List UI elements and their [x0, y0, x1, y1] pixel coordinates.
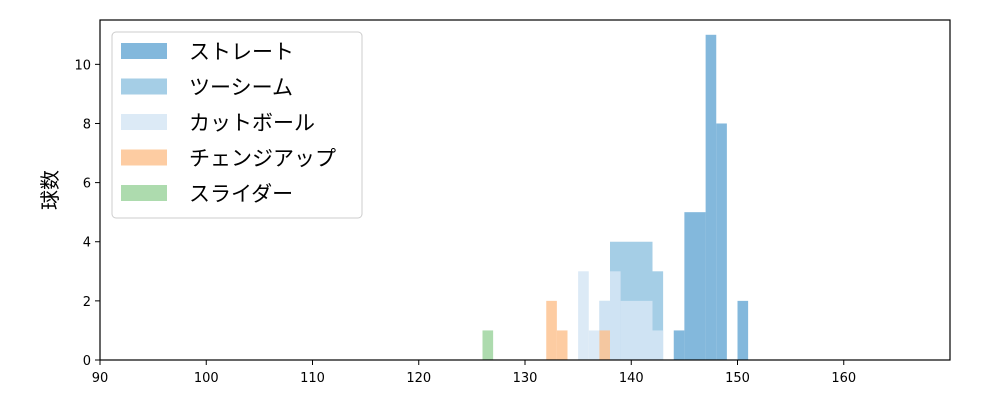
bar-series-0-bin-2 [705, 34, 717, 361]
bar-series-0-bin-4 [737, 300, 749, 360]
x-tick-label-0: 90 [92, 371, 109, 386]
x-tick-label-7: 160 [831, 371, 856, 386]
bar-series-2-bin-1 [588, 330, 600, 360]
bar-series-2-bin-3 [610, 271, 621, 360]
legend-swatch-3 [121, 149, 167, 166]
legend-swatch-0 [121, 43, 167, 59]
bar-series-2-bin-4 [620, 300, 653, 360]
bar-series-2-bin-5 [652, 330, 664, 360]
y-tick-label-0: 0 [83, 354, 91, 369]
y-tick-label-2: 4 [83, 236, 91, 251]
y-axis: 0 2 4 6 8 10 [74, 58, 100, 369]
y-tick-label-3: 6 [83, 177, 91, 192]
legend-box [111, 31, 363, 219]
x-axis: 90 100 110 120 130 140 150 160 [92, 360, 856, 386]
y-tick-label-5: 10 [74, 58, 91, 73]
bar-series-3-bin-1 [556, 330, 568, 360]
bar-series-0-bin-3 [716, 123, 727, 360]
bar-series-3-bin-0 [546, 300, 557, 360]
y-tick-label-1: 2 [83, 295, 91, 310]
x-tick-label-6: 150 [725, 371, 750, 386]
bar-series-3-bin-2 [599, 330, 610, 360]
x-tick-label-5: 140 [619, 371, 644, 386]
bar-series-2-bin-0 [578, 271, 589, 360]
legend-label-1: ツーシーム [189, 76, 293, 100]
x-tick-label-2: 110 [300, 371, 325, 386]
bar-series-1-bin-2 [652, 271, 664, 360]
y-axis-label: 球数 [38, 170, 62, 210]
x-tick-label-4: 130 [513, 371, 538, 386]
legend-swatch-1 [121, 78, 167, 95]
histogram-bars [482, 34, 749, 361]
bar-series-0-bin-1 [684, 212, 706, 360]
legend-swatch-2 [121, 114, 167, 130]
x-tick-label-3: 120 [406, 371, 431, 386]
x-tick-label-1: 100 [194, 371, 219, 386]
legend-label-4: スライダー [189, 182, 293, 206]
legend-label-2: カットボール [189, 111, 315, 135]
y-tick-label-4: 8 [83, 117, 91, 132]
bar-series-4-bin-0 [482, 330, 494, 360]
legend-label-0: ストレート [189, 40, 294, 64]
legend-label-3: チェンジアップ [189, 147, 336, 171]
legend-swatch-4 [121, 185, 167, 201]
bar-series-0-bin-0 [673, 330, 685, 360]
